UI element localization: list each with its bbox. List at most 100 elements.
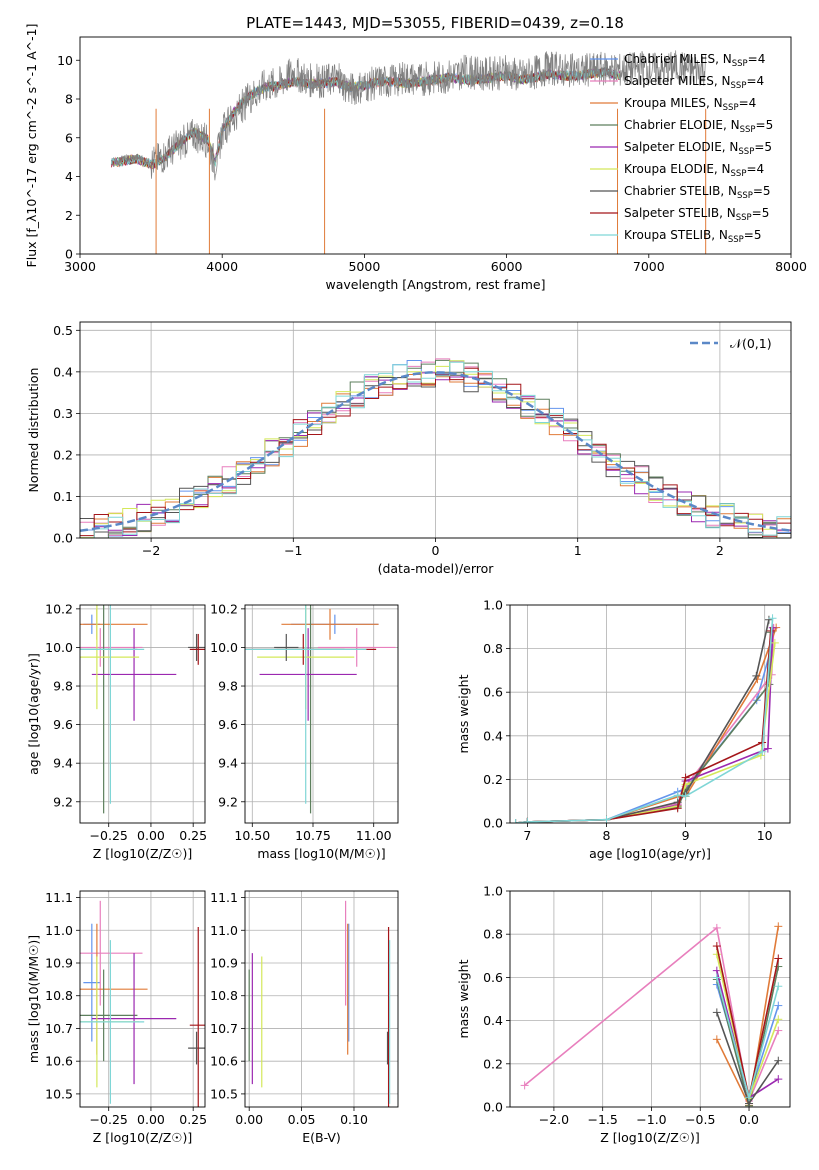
gaussian-curve (80, 371, 791, 532)
legend-nssp: =5 (756, 118, 774, 132)
y-tick-label: 10.2 (210, 601, 238, 616)
panel-weight-vs-Z: −2.0 −1.5 −1.0 −0.5 0.0 0.0 0.2 0.4 0.6 0.8 1.0 Z [… (456, 884, 791, 1145)
y-tick-label: 10.9 (210, 956, 238, 971)
legend-label: Chabrier ELODIE, NSSP=5 (624, 118, 773, 135)
weight-line-1 (524, 926, 780, 1104)
y-tick-label: 9.2 (53, 794, 73, 809)
y-tick-label: 1.0 (483, 598, 503, 613)
x-tick-label: 10 (757, 828, 773, 843)
y-tick-label: 10.5 (210, 1086, 238, 1101)
x-tick-label: 0.00 (235, 1112, 263, 1127)
legend-label: Kroupa STELIB, NSSP=5 (624, 228, 762, 245)
y-tick-label: 9.2 (218, 794, 238, 809)
plot-area (511, 614, 781, 823)
y-tick-label: 0.0 (483, 1100, 503, 1115)
x-tick-label: −0.25 (90, 1112, 128, 1127)
y-tick-label: 10 (57, 53, 73, 68)
y-tick-label: 9.4 (53, 756, 73, 771)
axes-frame (509, 604, 791, 824)
y-tick-label: 0.8 (483, 641, 503, 656)
axes-frame (79, 604, 206, 824)
x-axis-label: Z [log10(Z/Z☉)] (600, 1130, 700, 1145)
legend-sub: SSP (731, 81, 747, 91)
x-axis-label: Z [log10(Z/Z☉)] (93, 846, 193, 861)
y-tick-label: 10.2 (45, 601, 73, 616)
y-tick-label: 10.0 (45, 640, 73, 655)
histogram-8 (80, 361, 791, 538)
y-tick-label: 0.4 (483, 1013, 503, 1028)
y-tick-label: 11.0 (210, 923, 238, 938)
x-tick-label: 0.25 (179, 828, 207, 843)
x-axis-label: age [log10(age/yr)] (589, 846, 711, 861)
y-tick-label: 6 (65, 130, 73, 145)
y-axis-label: age [log10(age/yr)] (26, 653, 41, 775)
x-tick-label: 0.05 (288, 1112, 316, 1127)
x-tick-label: 7 (523, 828, 531, 843)
legend-label: Chabrier STELIB, NSSP=5 (624, 184, 771, 201)
plot-area (110, 50, 707, 254)
x-tick-label: 7000 (633, 259, 665, 274)
y-axis-label: mass weight (456, 674, 471, 753)
axes-frame (79, 36, 792, 255)
legend-sub: SSP (738, 147, 754, 157)
y-tick-label: 10.6 (45, 1054, 73, 1069)
legend-sub: SSP (740, 125, 756, 135)
y-tick-label: 10.7 (45, 1021, 73, 1036)
y-tick-label: 9.4 (218, 756, 238, 771)
x-tick-label: 11.00 (356, 828, 392, 843)
x-tick-label: 0.00 (137, 828, 165, 843)
panel-mass-vs-Z: −0.25 0.00 0.25 10.5 10.6 10.7 10.8 10.9 11.0 11.… (26, 890, 207, 1145)
y-tick-label: 0.0 (53, 531, 73, 546)
y-tick-label: 0.6 (483, 685, 503, 700)
x-tick-label: 2 (716, 543, 724, 558)
panel-weight-vs-age: 7 8 9 10 0.0 0.2 0.4 0.6 0.8 1.0 age [log10(age/yr… (456, 598, 791, 861)
legend-nssp: =4 (746, 74, 764, 88)
x-axis-label: (data-model)/error (378, 561, 495, 576)
y-tick-label: 11.1 (210, 890, 238, 905)
x-axis-label: wavelength [Angstrom, rest frame] (325, 277, 545, 292)
legend-nssp: =4 (739, 96, 757, 110)
y-tick-label: 10.0 (210, 640, 238, 655)
weight-line-7 (515, 630, 772, 823)
legend-sub: SSP (732, 59, 748, 69)
legend-sub: SSP (736, 213, 752, 223)
y-tick-label: 0.8 (483, 927, 503, 942)
y-tick-label: 0.4 (53, 364, 73, 379)
plot-area (245, 605, 396, 814)
panel-spectrum: 3000 4000 5000 6000 7000 8000 0 2 4 6 8 10 wavelengt… (24, 24, 807, 292)
x-tick-label: 0.10 (340, 1112, 368, 1127)
y-tick-label: 9.6 (53, 717, 73, 732)
panel-residuals: −2 −1 0 1 2 0.0 0.1 0.2 0.3 0.4 0.5 (data-model)/er… (26, 321, 792, 576)
y-tick-label: 10.7 (210, 1021, 238, 1036)
data-line (111, 50, 706, 181)
y-axis-label: mass [log10(M/M☉)] (26, 935, 41, 1063)
y-tick-label: 0.2 (53, 447, 73, 462)
x-tick-label: 0.0 (739, 1112, 759, 1127)
x-axis-label: Z [log10(Z/Z☉)] (93, 1130, 193, 1145)
legend-sub: SSP (728, 235, 744, 245)
legend-label: Salpeter ELODIE, NSSP=5 (624, 140, 772, 157)
x-tick-label: −1.0 (636, 1112, 666, 1127)
x-tick-label: −2.0 (539, 1112, 569, 1127)
axes-frame (79, 321, 792, 539)
x-tick-label: 0.00 (137, 1112, 165, 1127)
x-tick-label: −0.25 (90, 828, 128, 843)
plot-area (80, 358, 791, 538)
x-tick-label: 9 (682, 828, 690, 843)
legend-label: Salpeter MILES, NSSP=4 (624, 74, 764, 91)
legend-nssp: =4 (746, 162, 764, 176)
axes-frame (509, 890, 791, 1108)
x-tick-label: −0.5 (685, 1112, 715, 1127)
legend-nssp: =4 (748, 52, 766, 66)
y-tick-label: 0.5 (53, 323, 73, 338)
y-tick-label: 11.1 (45, 890, 73, 905)
y-tick-label: 9.8 (218, 679, 238, 694)
y-axis-label: Normed distribution (26, 368, 41, 493)
y-tick-label: 4 (65, 169, 73, 184)
legend-nssp: =5 (754, 140, 772, 154)
y-tick-label: 0.2 (483, 1056, 503, 1071)
weight-line-3 (515, 632, 772, 823)
plot-area (80, 900, 205, 1107)
weight-line-5 (515, 642, 776, 823)
axes-frame (244, 890, 399, 1108)
